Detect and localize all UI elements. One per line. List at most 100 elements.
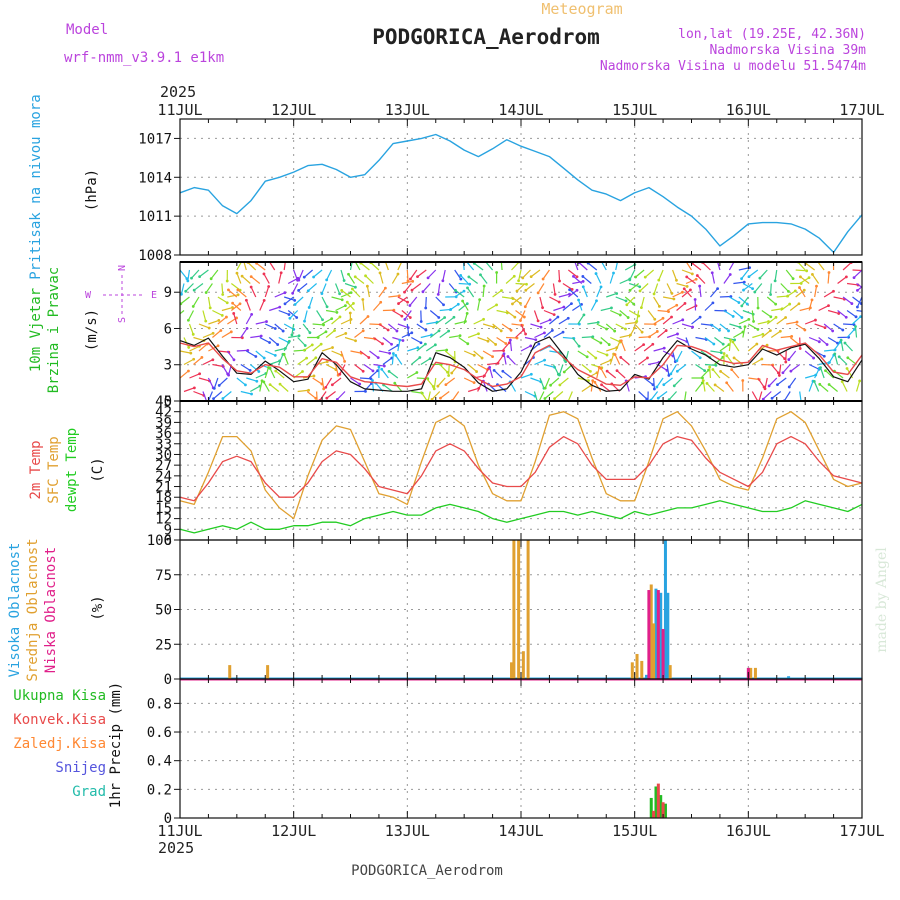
wind-arrow	[846, 282, 859, 286]
wind-arrow	[657, 391, 668, 399]
wind-arrow	[454, 269, 462, 280]
wind-arrow-head	[219, 329, 223, 332]
wind-arrow	[397, 296, 408, 303]
wind-arrow-head	[191, 332, 195, 336]
cloud-bar	[645, 674, 649, 679]
wind-arrow-head	[408, 316, 412, 319]
wind-arrow-head	[799, 275, 802, 279]
wind-arrow	[198, 323, 210, 329]
wind-arrow-head	[227, 288, 230, 292]
wind-arrow-head	[581, 275, 585, 278]
wind-arrow	[188, 323, 194, 335]
wind-arrow-head	[827, 271, 831, 274]
wind-arrow	[770, 330, 781, 338]
wind-arrow-head	[740, 277, 743, 281]
wind-arrow	[606, 370, 617, 379]
wind-arrow-head	[221, 293, 225, 296]
wind-arrow-head	[833, 352, 837, 356]
wind-arrow	[500, 262, 503, 271]
wind-arrow-head	[805, 269, 809, 273]
wind-arrow	[435, 296, 444, 306]
wind-arrow	[552, 364, 559, 375]
wind-arrow	[445, 377, 456, 386]
wind-arrow	[193, 283, 204, 291]
wind-arrow-head	[479, 273, 482, 277]
wind-arrow	[577, 377, 589, 382]
wind-arrow-head	[406, 300, 409, 304]
wind-arrow	[180, 310, 185, 315]
wind-arrow-head	[443, 316, 447, 319]
wind-arrow	[670, 364, 678, 375]
wind-arrow	[269, 367, 276, 379]
wind-arrow	[539, 377, 545, 389]
wind-arrow-head	[864, 288, 867, 291]
wind-arrow-head	[682, 287, 686, 291]
wind-arrow	[180, 296, 190, 305]
wind-arrow-head	[575, 275, 579, 279]
wind-arrow	[819, 383, 829, 392]
wind-arrow	[283, 323, 295, 330]
wind-arrow-head	[832, 289, 835, 293]
wind-arrow	[370, 262, 380, 271]
wind-arrow	[416, 323, 427, 331]
wind-arrow	[614, 354, 621, 365]
cloud-ylabel-1: Srednja Oblacnost	[25, 538, 41, 681]
wind-arrow	[738, 267, 750, 271]
wind-arrow-head	[517, 279, 520, 283]
wind-arrow	[226, 350, 235, 361]
cloud-bar	[656, 590, 660, 679]
wind-arrow-head	[238, 302, 242, 306]
wind-arrow-head	[761, 397, 765, 401]
wind-arrow-head	[488, 365, 492, 369]
temp-unit-0: (C)	[90, 457, 106, 482]
wind-arrow	[404, 283, 412, 293]
wind-arrow	[489, 367, 494, 379]
wind-arrow	[388, 295, 400, 298]
wind-arrow	[833, 323, 844, 331]
wind-arrow-head	[340, 298, 344, 302]
wind-arrow-head	[361, 298, 365, 301]
wind-arrow	[780, 283, 789, 292]
wind-arrow	[538, 391, 545, 401]
wind-arrow-head	[635, 319, 639, 323]
wind-arrow-head	[638, 285, 642, 289]
precip-bar	[649, 797, 653, 818]
wind-arrow	[406, 323, 410, 335]
wind-arrow	[406, 269, 409, 282]
wind-arrow-head	[662, 346, 666, 350]
wind-arrow-head	[582, 313, 586, 317]
precip-bar	[661, 802, 665, 818]
wind-arrow	[783, 391, 791, 401]
wind-arrow-head	[577, 298, 580, 302]
wind-arrow	[221, 364, 229, 375]
wind-arrow-head	[643, 275, 647, 279]
wind-arrow	[384, 262, 389, 271]
wind-arrow	[714, 356, 724, 365]
wind-arrow-head	[600, 383, 603, 387]
wind-arrow	[596, 286, 602, 298]
wind-arrow-head	[543, 386, 547, 390]
cloud-ylabel-0: Visoka Oblacnost	[7, 543, 23, 678]
wind-arrow	[482, 368, 490, 379]
wind-arrow-head	[381, 342, 384, 346]
wind-arrow-head	[524, 332, 527, 336]
wind-arrow-head	[475, 370, 478, 373]
wind-arrow	[501, 342, 510, 352]
wind-arrow-head	[268, 383, 272, 387]
wind-arrow-head	[333, 329, 336, 332]
wind-arrow	[466, 262, 475, 271]
wind-arrow-head	[713, 383, 717, 387]
wind-arrow	[439, 308, 451, 312]
wind-arrow-head	[854, 315, 858, 319]
wind-arrow-head	[492, 325, 496, 329]
wind-arrow-head	[290, 333, 294, 337]
wind-arrow	[369, 323, 381, 326]
wind-arrow	[596, 367, 600, 379]
wind-arrow	[634, 344, 644, 352]
wind-arrow-head	[725, 354, 729, 358]
wind-arrow	[530, 323, 542, 328]
precip-bar	[659, 795, 663, 818]
wind-arrow	[582, 286, 588, 298]
wind-arrow	[205, 283, 213, 293]
wind-arrow	[537, 283, 545, 294]
